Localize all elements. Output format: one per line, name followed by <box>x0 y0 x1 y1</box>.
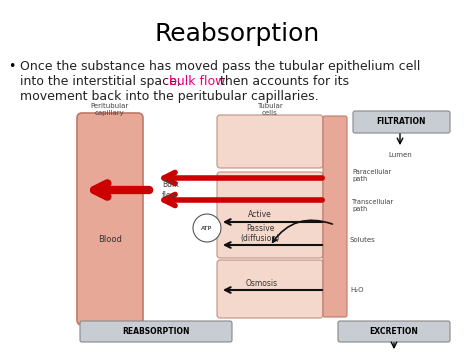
Text: Once the substance has moved pass the tubular epithelium cell: Once the substance has moved pass the tu… <box>20 60 420 73</box>
Text: bulk flow: bulk flow <box>169 75 226 88</box>
Text: •: • <box>8 60 15 73</box>
Text: Lumen: Lumen <box>388 152 412 158</box>
Text: movement back into the peritubular capillaries.: movement back into the peritubular capil… <box>20 90 319 103</box>
FancyBboxPatch shape <box>323 116 347 317</box>
Text: Passive
(diffusion): Passive (diffusion) <box>240 224 280 243</box>
Text: FILTRATION: FILTRATION <box>377 118 426 126</box>
FancyBboxPatch shape <box>80 321 232 342</box>
Text: into the interstitial space,: into the interstitial space, <box>20 75 185 88</box>
FancyBboxPatch shape <box>353 111 450 133</box>
Text: then accounts for its: then accounts for its <box>216 75 349 88</box>
Circle shape <box>193 214 221 242</box>
Text: ATP: ATP <box>201 225 213 230</box>
Text: EXCRETION: EXCRETION <box>370 327 419 336</box>
Text: Solutes: Solutes <box>350 237 376 243</box>
Text: Tubular
cells: Tubular cells <box>257 103 283 116</box>
FancyBboxPatch shape <box>77 113 143 325</box>
Text: Reabsorption: Reabsorption <box>155 22 319 46</box>
Text: Transcellular
path: Transcellular path <box>352 198 394 212</box>
Text: Osmosis: Osmosis <box>246 279 278 288</box>
FancyBboxPatch shape <box>217 172 323 258</box>
Text: Peritubular
capillary: Peritubular capillary <box>91 103 129 116</box>
Text: H₂O: H₂O <box>350 287 364 293</box>
Text: Active: Active <box>248 210 272 219</box>
Text: Paracellular
path: Paracellular path <box>352 169 391 181</box>
Text: Bulk
flow: Bulk flow <box>162 180 179 200</box>
Text: REABSORPTION: REABSORPTION <box>122 327 190 336</box>
FancyBboxPatch shape <box>217 260 323 318</box>
FancyBboxPatch shape <box>338 321 450 342</box>
FancyBboxPatch shape <box>217 115 323 168</box>
Text: Blood: Blood <box>98 235 122 244</box>
